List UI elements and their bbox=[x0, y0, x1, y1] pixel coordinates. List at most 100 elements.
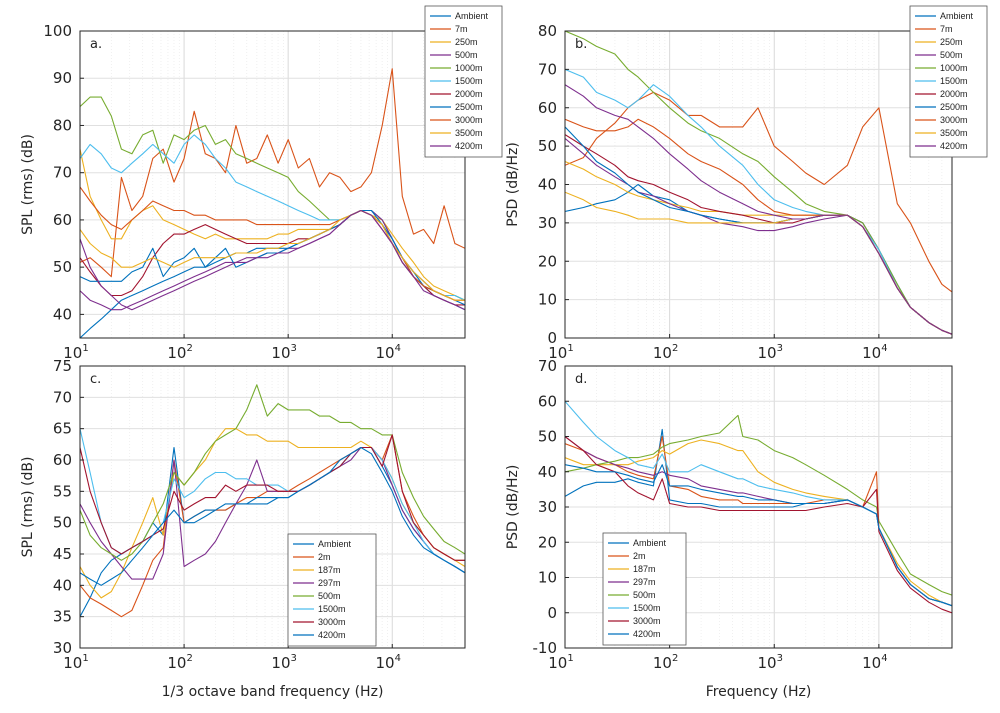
y-tick-label: 40 bbox=[53, 576, 72, 594]
y-tick-label: 30 bbox=[53, 639, 72, 657]
y-tick-label: 50 bbox=[53, 258, 72, 276]
plot-area bbox=[80, 31, 465, 338]
y-tick-label: 0 bbox=[547, 329, 557, 347]
legend-entry: 500m bbox=[940, 50, 963, 60]
legend-entry: Ambient bbox=[633, 538, 667, 548]
legend-entry: 2500m bbox=[455, 102, 483, 112]
legend-entry: 3500m bbox=[940, 128, 968, 138]
y-tick-label: 70 bbox=[538, 357, 557, 375]
x-tick-label: 104 bbox=[376, 653, 401, 672]
y-axis: 30 35 40 45 50 55 60 65 70 75 bbox=[53, 357, 84, 657]
legend-entry: 4200m bbox=[633, 629, 661, 639]
x-tick-label: 103 bbox=[758, 653, 783, 672]
legend-entry: 3500m bbox=[455, 128, 483, 138]
legend: Ambient 7m 250m 500m 1000m 1500m 2000m 2500m 300… bbox=[424, 5, 503, 158]
y-tick-label: 30 bbox=[538, 214, 557, 232]
y-axis-label: PSD (dB/Hz) bbox=[505, 465, 521, 550]
legend-entry: 7m bbox=[940, 24, 953, 34]
y-tick-label: 10 bbox=[538, 291, 557, 309]
x-tick-label: 104 bbox=[862, 653, 887, 672]
panel-label: c. bbox=[90, 372, 101, 387]
y-axis-label: SPL (rms) (dB) bbox=[20, 457, 36, 558]
legend-entry: 250m bbox=[940, 37, 963, 47]
legend-entry: 1500m bbox=[455, 76, 483, 86]
legend-entry: 187m bbox=[318, 565, 341, 575]
x-axis-label: Frequency (Hz) bbox=[706, 684, 812, 700]
legend-entry: 1500m bbox=[940, 76, 968, 86]
legend: Ambient 2m 187m 297m 500m 1500m 3000m 4200m bbox=[602, 532, 687, 646]
y-axis: -10 0 10 20 30 40 50 60 70 bbox=[533, 357, 569, 657]
legend-entry: 3000m bbox=[318, 617, 346, 627]
y-tick-label: 80 bbox=[538, 22, 557, 40]
legend-entry: 500m bbox=[455, 50, 478, 60]
y-tick-label: 70 bbox=[538, 60, 557, 78]
legend-entry: 3000m bbox=[455, 115, 483, 125]
series-group bbox=[80, 384, 465, 618]
x-tick-label: 101 bbox=[548, 653, 573, 672]
panel-label: b. bbox=[575, 37, 587, 52]
series-line-7m bbox=[80, 68, 465, 278]
grid bbox=[79, 365, 466, 649]
y-tick-label: 70 bbox=[53, 164, 72, 182]
legend-entry: 1000m bbox=[455, 63, 483, 73]
panel-label: a. bbox=[90, 37, 102, 52]
y-tick-label: 50 bbox=[538, 428, 557, 446]
legend-entry: 3000m bbox=[940, 115, 968, 125]
x-tick-label: 102 bbox=[167, 653, 192, 672]
series-line-4200m bbox=[80, 446, 465, 586]
panel-label: d. bbox=[575, 372, 587, 387]
y-tick-label: 65 bbox=[53, 420, 72, 438]
y-axis-label: PSD (dB/Hz) bbox=[505, 142, 521, 227]
legend-entry: 500m bbox=[633, 590, 656, 600]
y-tick-label: 0 bbox=[547, 604, 557, 622]
y-tick-label: 50 bbox=[538, 137, 557, 155]
legend-entry: 4200m bbox=[940, 141, 968, 151]
series-group bbox=[80, 68, 465, 338]
y-tick-label: 75 bbox=[53, 357, 72, 375]
legend-entry: 7m bbox=[455, 24, 468, 34]
y-tick-label: 55 bbox=[53, 482, 72, 500]
y-tick-label: 60 bbox=[538, 99, 557, 117]
y-tick-label: 10 bbox=[538, 569, 557, 587]
y-tick-label: 40 bbox=[538, 463, 557, 481]
legend-entry: 4200m bbox=[318, 630, 346, 640]
legend-entry: 187m bbox=[633, 564, 656, 574]
y-tick-label: 60 bbox=[53, 211, 72, 229]
series-line-4200m bbox=[80, 209, 465, 311]
x-axis: 101 102 103 104 bbox=[63, 644, 401, 672]
y-tick-label: 20 bbox=[538, 533, 557, 551]
series-line-187m bbox=[565, 439, 952, 607]
axes-frame bbox=[79, 365, 466, 649]
x-tick-label: 104 bbox=[862, 343, 887, 362]
legend-entry: 2500m bbox=[940, 102, 968, 112]
legend-entry: 2m bbox=[633, 551, 646, 561]
legend-entry: 2000m bbox=[940, 89, 968, 99]
series-line-3000m bbox=[565, 436, 952, 614]
legend-entry: Ambient bbox=[455, 11, 489, 21]
legend-entry: 2000m bbox=[455, 89, 483, 99]
y-tick-label: -10 bbox=[533, 639, 558, 657]
panel-c: 30 35 40 45 50 55 60 65 70 75 101 102 103 104 c. SPL (r… bbox=[20, 357, 466, 700]
legend-entry: 297m bbox=[318, 578, 341, 588]
series-line-4200m bbox=[565, 464, 952, 607]
x-axis-label: 1/3 octave band frequency (Hz) bbox=[162, 684, 384, 700]
legend-entry: 1500m bbox=[318, 604, 346, 614]
x-tick-label: 104 bbox=[376, 343, 401, 362]
series-group bbox=[565, 31, 952, 335]
series-group bbox=[565, 400, 952, 614]
panel-d: -10 0 10 20 30 40 50 60 70 101 102 103 104 d. PSD (dB/… bbox=[505, 357, 953, 700]
x-tick-label: 103 bbox=[271, 653, 296, 672]
panel-a: 40 50 60 70 80 90 100 101 102 103 104 a. SPL (rms) (… bbox=[20, 5, 503, 362]
legend-entry: 1500m bbox=[633, 603, 661, 613]
y-tick-label: 70 bbox=[53, 388, 72, 406]
x-tick-label: 102 bbox=[167, 343, 192, 362]
series-line-3000m bbox=[80, 434, 465, 561]
x-axis: 101 102 103 104 bbox=[548, 644, 888, 672]
y-tick-label: 40 bbox=[53, 305, 72, 323]
y-tick-label: 60 bbox=[53, 451, 72, 469]
series-line-1000m bbox=[565, 31, 952, 335]
y-tick-label: 20 bbox=[538, 252, 557, 270]
x-tick-label: 102 bbox=[653, 653, 678, 672]
x-tick-label: 101 bbox=[63, 653, 88, 672]
